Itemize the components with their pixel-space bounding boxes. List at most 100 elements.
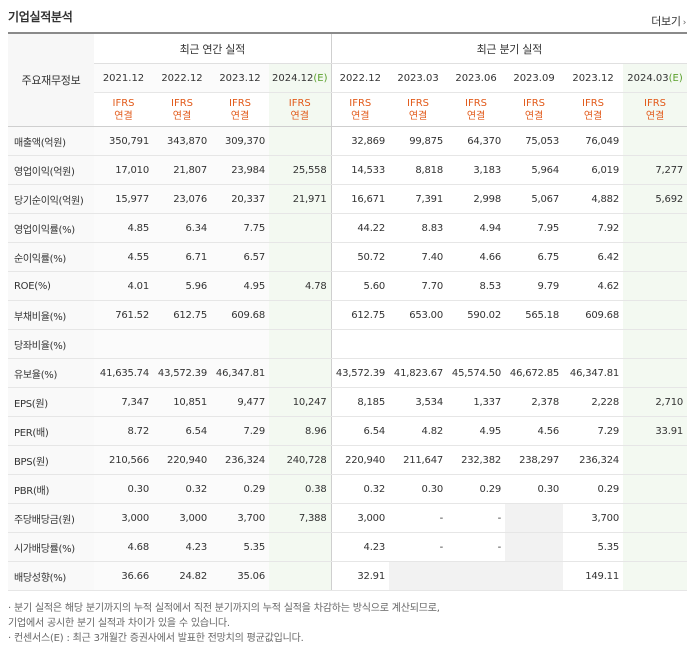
table-cell: 17,010: [94, 155, 153, 185]
table-cell: 7.75: [211, 213, 269, 243]
table-cell: 8.96: [269, 416, 332, 446]
ifrs-label: IFRS 연결: [505, 92, 564, 127]
period-date: 2023.12: [219, 72, 261, 84]
table-cell: 50.72: [330, 242, 390, 272]
table-cell: 236,324: [563, 445, 624, 475]
table-cell: [505, 561, 564, 591]
ifrs-label: IFRS 연결: [269, 92, 332, 127]
table-cell: 7,347: [94, 387, 153, 417]
table-cell: [211, 329, 269, 359]
ifrs-label: IFRS 연결: [330, 92, 390, 127]
table-cell: 0.32: [330, 474, 390, 504]
table-cell: 609.68: [563, 300, 624, 330]
period-date: 2021.12: [102, 72, 145, 84]
table-cell: 612.75: [153, 300, 211, 330]
table-cell: 6.42: [563, 242, 624, 272]
period-date: 2022.12: [161, 72, 203, 84]
table-cell: 4.78: [269, 271, 332, 301]
period-header: 2022.12: [330, 63, 390, 93]
table-cell: [153, 329, 211, 359]
table-cell: [623, 445, 688, 475]
table-row: 매출액(억원) 350,791 343,870 309,370 32,869 99,875…: [8, 126, 688, 156]
ifrs-consolidated: 연결: [524, 110, 544, 122]
table-cell: 2,998: [447, 184, 506, 214]
row-label: 당기순이익(억원): [8, 184, 94, 214]
table-cell: 1,337: [447, 387, 506, 417]
period-header: 2022.12: [153, 63, 211, 93]
table-cell: 32,869: [330, 126, 390, 156]
table-cell: 3,000: [94, 503, 153, 533]
table-row: 영업이익률(%) 4.85 6.34 7.75 44.22 8.83 4.94 7.95 7.9…: [8, 213, 688, 243]
table-cell: 0.29: [211, 474, 269, 504]
table-cell: 5.60: [330, 271, 390, 301]
table-cell: 3,183: [447, 155, 506, 185]
group-quarter-label: 최근 분기 실적: [330, 32, 688, 64]
ifrs-standard: IFRS: [171, 97, 193, 109]
table-cell: [623, 271, 688, 301]
table-cell: 6.34: [153, 213, 211, 243]
table-cell: 612.75: [330, 300, 390, 330]
ifrs-consolidated: 연결: [290, 110, 309, 122]
table-cell: -: [447, 532, 506, 562]
more-label[interactable]: 더보기: [651, 15, 681, 28]
period-date: 2023.03: [397, 72, 439, 84]
table-cell: 43,572.39: [330, 358, 390, 388]
table-cell: 25,558: [269, 155, 332, 185]
table-cell: -: [447, 503, 506, 533]
table-cell: 0.32: [153, 474, 211, 504]
table-cell: 5,067: [505, 184, 564, 214]
estimate-marker: (E): [313, 72, 328, 84]
table-cell: 565.18: [505, 300, 564, 330]
period-date: 2024.12: [272, 72, 314, 84]
table-cell: 41,635.74: [94, 358, 153, 388]
row-label: 순이익률(%): [8, 242, 94, 272]
row-label: PBR(배): [8, 474, 94, 504]
table-cell: 309,370: [211, 126, 269, 156]
ifrs-label: IFRS 연결: [563, 92, 624, 127]
table-cell: 232,382: [447, 445, 506, 475]
row-label: EPS(원): [8, 387, 94, 417]
table-cell: 35.06: [211, 561, 269, 591]
table-cell: 21,971: [269, 184, 332, 214]
table-cell: 4.95: [211, 271, 269, 301]
table-cell: 4.66: [447, 242, 506, 272]
table-cell: 236,324: [211, 445, 269, 475]
table-cell: 8.83: [389, 213, 448, 243]
row-label: 영업이익(억원): [8, 155, 94, 185]
table-cell: [623, 358, 688, 388]
table-cell: 6.54: [330, 416, 390, 446]
row-label: 매출액(억원): [8, 126, 94, 156]
table-cell: [94, 329, 153, 359]
group-annual-label: 최근 연간 실적: [94, 32, 332, 64]
ifrs-label: IFRS 연결: [389, 92, 448, 127]
table-cell: 14,533: [330, 155, 390, 185]
table-cell: 149.11: [563, 561, 624, 591]
table-cell: [389, 561, 448, 591]
row-head-label: 주요재무정보: [8, 32, 94, 127]
table-cell: 343,870: [153, 126, 211, 156]
table-cell: 10,247: [269, 387, 332, 417]
table-row: 부채비율(%) 761.52 612.75 609.68 612.75 653.00 590…: [8, 300, 688, 330]
table-cell: 238,297: [505, 445, 564, 475]
table-cell: 653.00: [389, 300, 448, 330]
table-cell: 4.95: [447, 416, 506, 446]
table-cell: 36.66: [94, 561, 153, 591]
table-row: 당기순이익(억원) 15,977 23,076 20,337 21,971 16,671 7…: [8, 184, 688, 214]
table-cell: 5,692: [623, 184, 688, 214]
table-cell: 4.82: [389, 416, 448, 446]
more-link[interactable]: 더보기 ›: [651, 13, 686, 29]
ifrs-standard: IFRS: [288, 97, 311, 109]
table-cell: 0.30: [94, 474, 153, 504]
table-cell: 21,807: [153, 155, 211, 185]
table-cell: 5.96: [153, 271, 211, 301]
table-cell: 3,700: [211, 503, 269, 533]
table-cell: [505, 329, 564, 359]
table-cell: [623, 242, 688, 272]
ifrs-standard: IFRS: [229, 97, 251, 109]
financial-table-body: 매출액(억원) 350,791 343,870 309,370 32,869 99,875…: [8, 126, 688, 591]
period-header: 2023.12: [563, 63, 624, 93]
ifrs-label: IFRS 연결: [153, 92, 211, 127]
table-cell: 23,076: [153, 184, 211, 214]
table-cell: [623, 126, 688, 156]
table-cell: 32.91: [330, 561, 390, 591]
